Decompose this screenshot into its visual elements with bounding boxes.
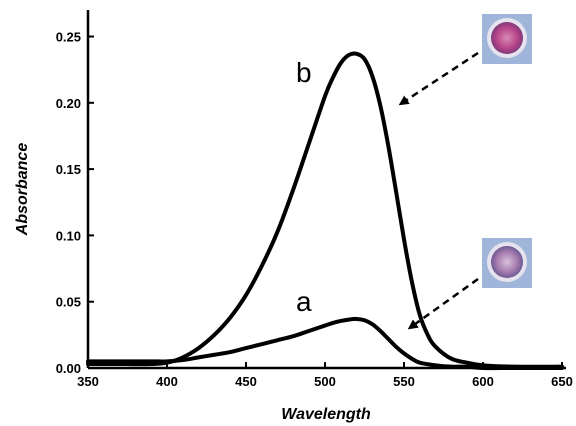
x-tick-label: 400 [156,374,178,389]
y-tick-label: 0.25 [56,30,81,45]
x-tick-label: 500 [314,374,336,389]
arrow-to-vial-b [398,51,479,106]
series-b-label: b [296,57,312,88]
y-tick-label: 0.00 [56,361,81,376]
x-axis-title: Wavelength [281,406,371,423]
y-tick-label: 0.20 [56,96,81,111]
y-tick-label: 0.05 [56,295,81,310]
x-tick-label: 450 [235,374,257,389]
x-tick-label: 350 [77,374,99,389]
y-axis-title: Absorbance [14,143,31,237]
y-tick-label: 0.15 [56,162,81,177]
vial-a-photo [482,238,532,288]
x-axis-ticks: 350 400 450 500 550 600 650 [77,362,573,389]
y-axis-ticks: 0.00 0.05 0.10 0.15 0.20 0.25 [56,30,94,376]
x-tick-label: 650 [551,374,573,389]
series-a-line [86,316,564,371]
y-tick-label: 0.10 [56,228,81,243]
arrow-to-vial-a [407,277,479,330]
series-b-line [86,51,564,369]
vial-b-photo [482,14,532,64]
series-a-label: a [296,286,312,317]
x-tick-label: 600 [472,374,494,389]
x-tick-label: 550 [393,374,415,389]
